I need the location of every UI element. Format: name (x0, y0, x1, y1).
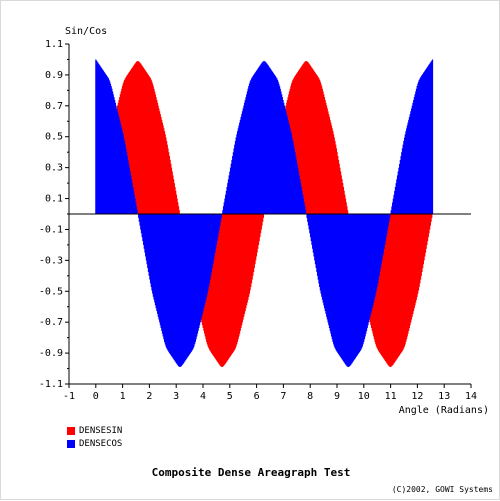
x-tick-label-5: 4 (200, 391, 206, 402)
y-tick-label-0: 1.1 (45, 39, 63, 50)
x-tick-label-9: 8 (307, 391, 313, 402)
x-tick-label-0: -1 (63, 391, 75, 402)
x-tick-label-14: 13 (438, 391, 450, 402)
chart-credit: (C)2002, GOWI Systems (391, 485, 493, 494)
x-tick-label-10: 9 (334, 391, 340, 402)
legend-swatch-densesin (67, 426, 75, 435)
x-tick-label-15: 14 (465, 391, 477, 402)
x-tick-label-6: 5 (227, 391, 233, 402)
x-tick-label-13: 12 (411, 391, 423, 402)
legend-label-densesin: DENSESIN (79, 425, 123, 436)
y-axis-label: Sin/Cos (65, 26, 107, 37)
y-tick-label-4: 0.3 (45, 163, 63, 174)
y-tick-label-11: -1.1 (39, 379, 63, 390)
legend-item-densecos: DENSECOS (67, 438, 122, 449)
x-tick-label-2: 1 (120, 391, 126, 402)
y-tick-label-7: -0.3 (39, 255, 63, 266)
legend-item-densesin: DENSESIN (67, 425, 122, 436)
y-tick-label-2: 0.7 (45, 101, 63, 112)
y-tick-label-6: -0.1 (39, 224, 63, 235)
x-tick-label-1: 0 (93, 391, 99, 402)
chart-title: Composite Dense Areagraph Test (151, 466, 351, 479)
area-densecos (95, 59, 434, 367)
legend-label-densecos: DENSECOS (79, 438, 123, 449)
legend-swatch-densecos (67, 439, 75, 448)
x-tick-label-11: 10 (358, 391, 370, 402)
y-tick-label-3: 0.5 (45, 132, 63, 143)
x-tick-label-8: 7 (280, 391, 286, 402)
x-tick-label-3: 2 (146, 391, 152, 402)
y-tick-label-1: 0.9 (45, 70, 63, 81)
x-tick-label-4: 3 (173, 391, 179, 402)
y-tick-label-8: -0.5 (39, 286, 63, 297)
y-tick-label-10: -0.9 (39, 348, 63, 359)
x-tick-label-7: 6 (254, 391, 260, 402)
y-tick-label-5: 0.1 (45, 194, 63, 205)
y-tick-label-9: -0.7 (39, 317, 63, 328)
legend: DENSESIN DENSECOS (67, 425, 122, 451)
x-tick-label-12: 11 (385, 391, 397, 402)
x-axis-label: Angle (Radians) (399, 405, 489, 416)
